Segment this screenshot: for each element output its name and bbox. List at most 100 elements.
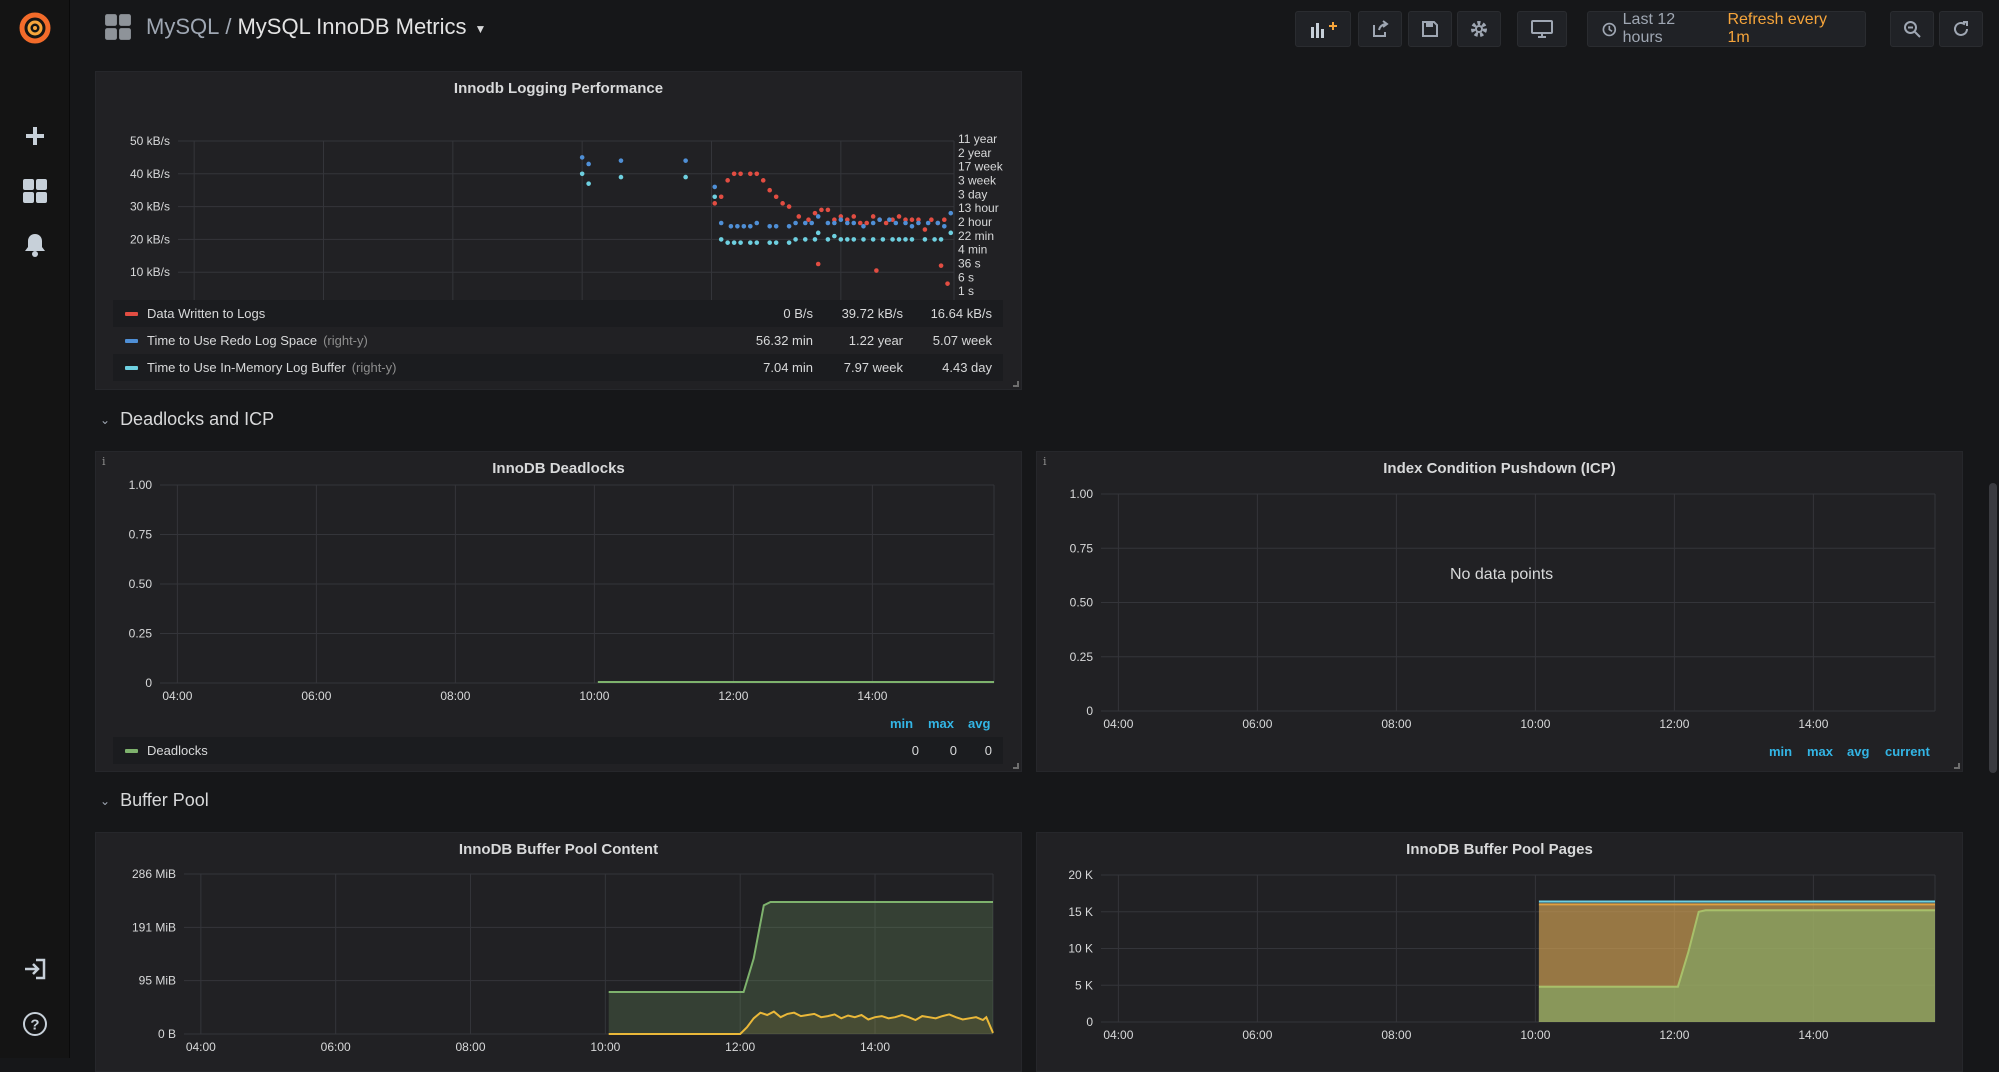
plus-icon[interactable] <box>15 116 55 156</box>
data-point <box>948 210 954 216</box>
x-tick-label: 14:00 <box>1798 717 1828 731</box>
bell-icon[interactable] <box>15 225 55 265</box>
panel-title[interactable]: InnoDB Deadlocks <box>492 460 625 477</box>
no-data-message: No data points <box>1450 566 1554 583</box>
buffer-pool-content-chart[interactable]: 286 MiB 191 MiB 95 MiB 0 B 04:00 06:00 08:00 10… <box>96 859 1023 1059</box>
data-point <box>845 220 850 226</box>
data-point <box>738 171 743 177</box>
data-point <box>845 217 850 223</box>
panel-title[interactable]: InnoDB Buffer Pool Content <box>458 841 659 858</box>
panel-resize-handle[interactable] <box>1013 763 1019 769</box>
tv-mode-button[interactable] <box>1517 11 1567 47</box>
deadlocks-chart[interactable]: 1.00 0.75 0.50 0.25 0 04:00 06:00 08:00 10:00 12:… <box>96 478 1023 728</box>
y-tick-label: 30 kB/s <box>130 200 170 214</box>
data-point <box>812 210 818 216</box>
data-point <box>767 223 772 229</box>
data-point <box>683 158 688 163</box>
share-button[interactable] <box>1358 11 1402 47</box>
data-point <box>725 178 730 183</box>
dashboard-title[interactable]: MySQL InnoDB Metrics <box>237 14 467 39</box>
legend-header-min[interactable]: min <box>1769 744 1793 759</box>
legend-item[interactable]: Time to Use Redo Log Space (right-y) 56.… <box>113 327 1003 354</box>
data-point <box>925 220 931 226</box>
data-point <box>945 281 950 286</box>
data-point <box>896 214 902 219</box>
legend-header-max[interactable]: max <box>1807 744 1834 759</box>
breadcrumb-folder[interactable]: MySQL <box>146 14 220 39</box>
series-area <box>1538 910 1935 1022</box>
x-tick-label: 04:00 <box>186 1040 216 1054</box>
panel-resize-handle[interactable] <box>1013 381 1019 387</box>
dashboards-grid-icon[interactable] <box>15 171 55 211</box>
data-point <box>718 237 724 242</box>
info-icon[interactable]: i <box>102 455 106 468</box>
grafana-logo-icon[interactable] <box>15 8 55 48</box>
scrollbar[interactable] <box>1987 60 1999 1058</box>
legend-item[interactable]: Deadlocks 0 0 0 <box>113 737 1003 764</box>
save-button[interactable] <box>1408 11 1452 47</box>
row-buffer-pool[interactable]: ⌄ Buffer Pool <box>100 790 209 811</box>
monitor-icon <box>1531 20 1553 38</box>
data-point <box>754 171 760 177</box>
data-point <box>938 263 944 268</box>
refresh-button[interactable] <box>1939 11 1983 47</box>
question-circle-icon[interactable]: ? <box>15 1004 55 1044</box>
data-point <box>887 217 892 223</box>
y-tick-label: 0.50 <box>129 577 153 591</box>
panel-title[interactable]: Index Condition Pushdown (ICP) <box>1383 460 1616 477</box>
time-range-picker[interactable]: Last 12 hours Refresh every 1m <box>1587 11 1866 47</box>
panel-title[interactable]: InnoDB Buffer Pool Pages <box>1406 841 1593 858</box>
x-tick-label: 10:00 <box>1520 1028 1550 1042</box>
legend-header-current[interactable]: current <box>1885 744 1930 759</box>
data-point <box>760 178 766 183</box>
legend-header-max[interactable]: max <box>928 716 955 731</box>
scrollbar-thumb[interactable] <box>1989 483 1997 773</box>
data-point <box>773 223 779 229</box>
buffer-pool-pages-chart[interactable]: 20 K 15 K 10 K 5 K 0 04:00 06:00 08:00 10:00 12:0… <box>1037 859 1964 1059</box>
y-tick-label: 10 kB/s <box>130 265 170 279</box>
caret-down-icon[interactable]: ▼ <box>474 22 487 36</box>
legend-header-min[interactable]: min <box>890 716 914 731</box>
breadcrumb[interactable]: MySQL / MySQL InnoDB Metrics ▼ <box>104 13 486 41</box>
data-point <box>922 237 928 242</box>
add-panel-button[interactable] <box>1295 11 1351 47</box>
panel-resize-handle[interactable] <box>1954 763 1960 769</box>
chevron-down-icon: ⌄ <box>100 793 111 808</box>
legend-item[interactable]: Data Written to Logs 0 B/s 39.72 kB/s 16… <box>113 300 1003 327</box>
legend-item[interactable]: Time to Use In-Memory Log Buffer (right-… <box>113 354 1003 381</box>
data-point <box>773 194 779 200</box>
x-tick-label: 08:00 <box>456 1040 486 1054</box>
data-point <box>948 230 954 236</box>
data-point <box>929 217 934 223</box>
x-tick-label: 12:00 <box>1659 717 1689 731</box>
panel-innodb-deadlocks: i InnoDB Deadlocks 1.00 0.75 0.50 0.25 0 04:0… <box>95 451 1022 772</box>
data-point <box>738 240 743 245</box>
x-tick-label: 14:00 <box>857 689 887 703</box>
legend-min: 56.32 min <box>755 333 813 348</box>
legend-header-avg[interactable]: avg <box>1847 744 1870 759</box>
data-point <box>579 171 585 177</box>
data-point <box>793 220 798 226</box>
x-tick-label: 06:00 <box>321 1040 351 1054</box>
data-point <box>880 237 886 242</box>
refresh-icon <box>1954 21 1968 36</box>
refresh-interval-label: Refresh every 1m <box>1727 11 1828 46</box>
icp-chart[interactable]: 1.00 0.75 0.50 0.25 0 04:00 06:00 08:00 10:00 12:… <box>1037 478 1964 758</box>
legend-header-avg[interactable]: avg <box>968 716 991 731</box>
panel-title[interactable]: Innodb Logging Performance <box>453 80 664 97</box>
sign-in-icon[interactable] <box>15 949 55 989</box>
x-tick-label: 10:00 <box>1520 717 1550 731</box>
data-point <box>725 240 730 245</box>
settings-button[interactable] <box>1457 11 1501 47</box>
y2-tick-label: 1 s <box>958 284 974 298</box>
legend-max: 0 <box>949 743 957 758</box>
zoom-out-button[interactable] <box>1890 11 1934 47</box>
row-deadlocks-and-icp[interactable]: ⌄ Deadlocks and ICP <box>100 409 274 430</box>
data-point <box>773 240 779 245</box>
logging-chart[interactable]: 50 kB/s40 kB/s30 kB/s20 kB/s10 kB/s0 B/s… <box>96 98 1023 308</box>
info-icon[interactable]: i <box>1043 455 1047 468</box>
y2-tick-label: 2 hour <box>958 215 992 229</box>
x-tick-label: 04:00 <box>1103 717 1133 731</box>
y-tick-label: 0 <box>1086 704 1093 718</box>
data-point <box>786 223 792 229</box>
